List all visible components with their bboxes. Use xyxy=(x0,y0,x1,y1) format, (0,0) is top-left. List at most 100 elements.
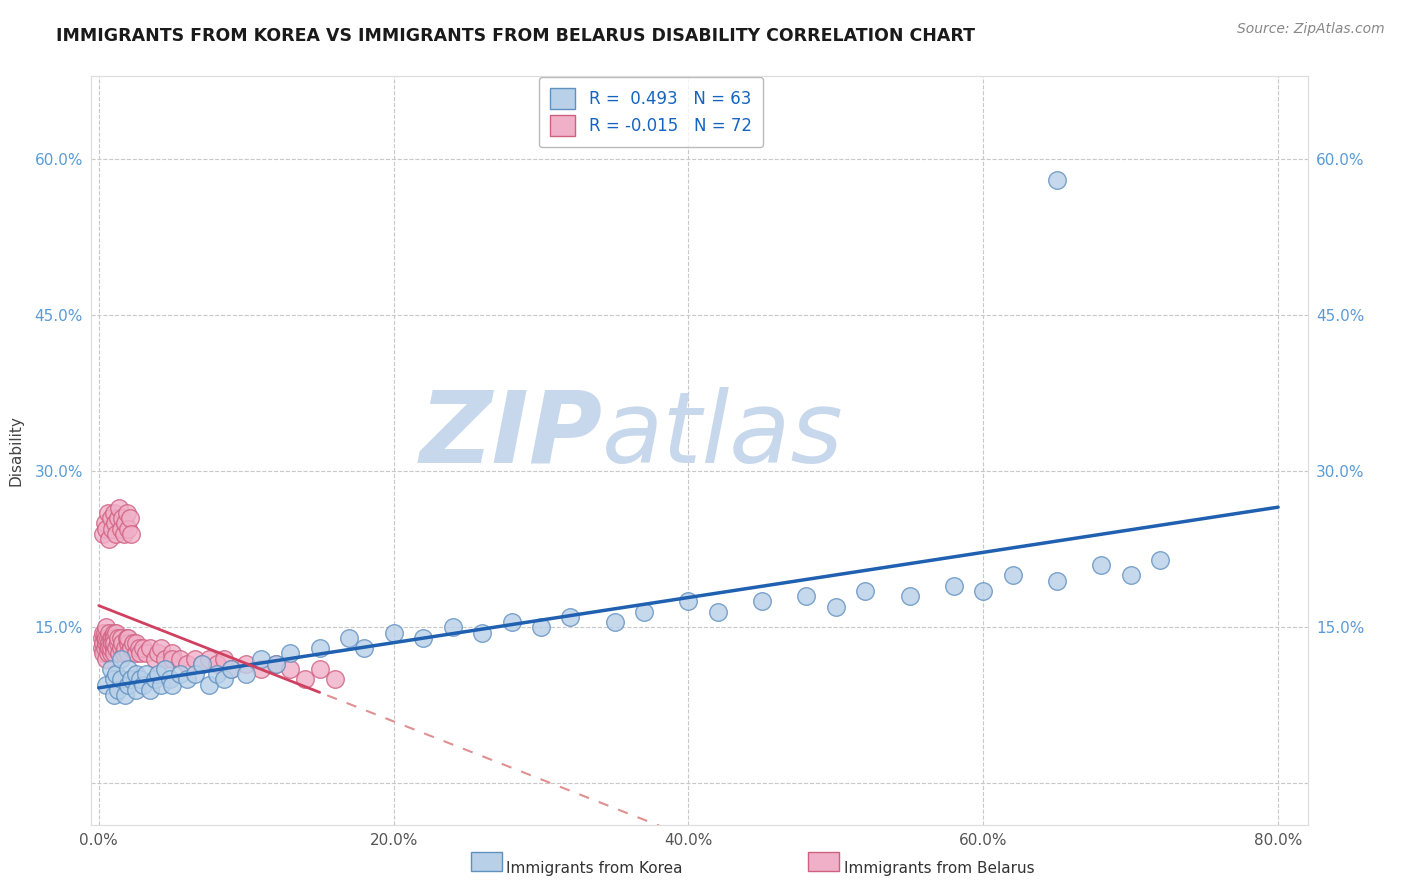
Point xyxy=(124,646,146,660)
Point xyxy=(1046,173,1069,187)
Point xyxy=(124,682,146,697)
Text: Source: ZipAtlas.com: Source: ZipAtlas.com xyxy=(1237,22,1385,37)
Point xyxy=(678,594,700,608)
Point xyxy=(198,651,221,665)
Point xyxy=(117,636,139,650)
Point xyxy=(250,651,273,665)
Point xyxy=(135,646,157,660)
Point xyxy=(117,522,139,536)
Text: Immigrants from Korea: Immigrants from Korea xyxy=(506,861,683,876)
Point xyxy=(560,610,582,624)
Point xyxy=(264,657,287,671)
Point xyxy=(198,678,221,692)
Point xyxy=(105,641,128,656)
Point xyxy=(153,662,176,676)
Point xyxy=(121,636,143,650)
Point xyxy=(110,651,132,665)
Point xyxy=(100,631,122,645)
Y-axis label: Disability: Disability xyxy=(8,415,24,486)
Point xyxy=(280,646,302,660)
Point xyxy=(111,511,134,525)
Point xyxy=(633,605,655,619)
Point xyxy=(105,625,128,640)
Point xyxy=(323,673,346,687)
Point xyxy=(264,657,287,671)
Point xyxy=(176,673,198,687)
Point xyxy=(235,667,257,681)
Point xyxy=(221,662,243,676)
Point xyxy=(108,646,131,660)
Point xyxy=(111,636,134,650)
Point xyxy=(94,651,117,665)
Point xyxy=(93,516,115,531)
Point xyxy=(382,625,405,640)
Point xyxy=(110,673,132,687)
Point xyxy=(205,657,228,671)
Point xyxy=(146,646,169,660)
Point xyxy=(98,625,121,640)
Text: atlas: atlas xyxy=(602,387,844,484)
Point xyxy=(162,651,184,665)
Point xyxy=(98,532,121,546)
Point xyxy=(103,625,125,640)
Point xyxy=(101,636,124,650)
Point xyxy=(91,625,114,640)
Point xyxy=(97,641,120,656)
Point xyxy=(212,651,235,665)
Point xyxy=(103,631,125,645)
Point xyxy=(139,682,162,697)
Point xyxy=(117,678,139,692)
Point xyxy=(149,678,172,692)
Point xyxy=(183,651,205,665)
Point xyxy=(115,631,138,645)
Point xyxy=(146,667,169,681)
Point xyxy=(149,641,172,656)
Point xyxy=(205,667,228,681)
Point xyxy=(169,667,191,681)
Point xyxy=(112,526,135,541)
Point xyxy=(824,599,846,614)
Point xyxy=(169,651,191,665)
Point xyxy=(853,584,876,599)
Point xyxy=(114,516,136,531)
Point xyxy=(191,657,214,671)
Point xyxy=(94,631,117,645)
Point xyxy=(972,584,994,599)
Point xyxy=(221,662,243,676)
Point xyxy=(107,511,129,525)
Point xyxy=(107,631,129,645)
Point xyxy=(117,631,139,645)
Point xyxy=(105,526,128,541)
Point xyxy=(93,641,115,656)
Point xyxy=(110,522,132,536)
Point xyxy=(97,506,120,520)
Point xyxy=(707,605,730,619)
FancyBboxPatch shape xyxy=(471,852,502,871)
Point xyxy=(120,641,142,656)
Point xyxy=(103,636,125,650)
Text: ZIP: ZIP xyxy=(419,387,602,484)
Point xyxy=(124,636,146,650)
Point xyxy=(143,651,166,665)
Point xyxy=(115,506,138,520)
Point xyxy=(501,615,523,630)
Point xyxy=(1090,558,1112,572)
Point xyxy=(93,625,115,640)
Point xyxy=(120,526,142,541)
Point xyxy=(159,673,181,687)
Point xyxy=(93,631,115,645)
Point xyxy=(162,646,184,660)
Point xyxy=(107,682,129,697)
FancyBboxPatch shape xyxy=(808,852,839,871)
Point xyxy=(94,636,117,650)
Point xyxy=(112,646,135,660)
Point xyxy=(176,657,198,671)
Point xyxy=(100,662,122,676)
Point xyxy=(107,636,129,650)
Point xyxy=(91,646,114,660)
Point xyxy=(1149,553,1171,567)
Point xyxy=(103,641,125,656)
Point xyxy=(110,641,132,656)
Point xyxy=(412,631,434,645)
Point xyxy=(135,667,157,681)
